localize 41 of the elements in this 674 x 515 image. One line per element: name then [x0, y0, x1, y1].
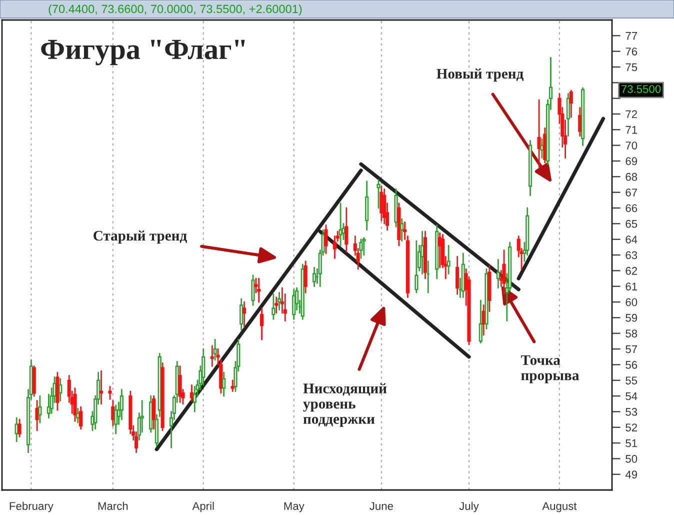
annotation: Новый тренд [436, 68, 524, 82]
y-tick-label: 50 [626, 454, 638, 463]
y-tick-label: 71 [626, 126, 638, 134]
y-tick-label: 55 [626, 376, 638, 384]
x-tick-label: August [542, 502, 577, 512]
y-tick-label: 53 [626, 408, 638, 416]
y-tick-label: 56 [626, 360, 638, 369]
y-tick-label: 63 [626, 251, 638, 260]
y-tick-label: 76 [626, 48, 638, 56]
y-tick-label: 58 [626, 330, 638, 338]
annotation: Нисходящий уровень поддержки [303, 383, 387, 427]
y-tick-label: 62 [626, 266, 637, 275]
text: 73.5500 [621, 85, 661, 93]
x-tick-label: April [192, 502, 214, 512]
y-tick-label: 52 [626, 424, 637, 432]
y-tick-label: 70 [626, 142, 638, 150]
text: Фигура "Флаг" [41, 40, 245, 66]
y-tick-label: 72 [626, 110, 637, 118]
y-tick-label: 64 [626, 236, 638, 244]
y-tick-label: 65 [626, 220, 638, 228]
y-tick-label: 77 [626, 32, 637, 40]
y-tick-label: 60 [626, 298, 638, 306]
x-tick-label: June [370, 502, 393, 510]
y-tick-label: 51 [626, 439, 638, 448]
y-tick-label: 67 [626, 188, 637, 196]
x-tick-label: July [459, 502, 479, 512]
x-tick-label: March [98, 502, 128, 510]
x-tick-label: February [10, 502, 54, 512]
y-tick-label: 75 [626, 63, 638, 72]
x-tick-label: May [284, 502, 304, 512]
y-tick-label: 68 [626, 172, 638, 181]
annotation: Старый тренд [94, 230, 187, 244]
chart-subtitle: (70.4400, 73.6600, 70.0000, 73.5500, +2.60001) [48, 4, 302, 16]
y-tick-label: 69 [626, 157, 638, 166]
y-tick-label: 61 [626, 282, 638, 290]
y-tick-label: 59 [626, 314, 638, 322]
y-tick-label: 54 [626, 392, 638, 400]
y-tick-label: 57 [626, 345, 637, 354]
y-tick-label: 49 [625, 470, 638, 478]
y-tick-label: 66 [626, 204, 638, 212]
annotation: Точка прорыва [520, 355, 580, 384]
